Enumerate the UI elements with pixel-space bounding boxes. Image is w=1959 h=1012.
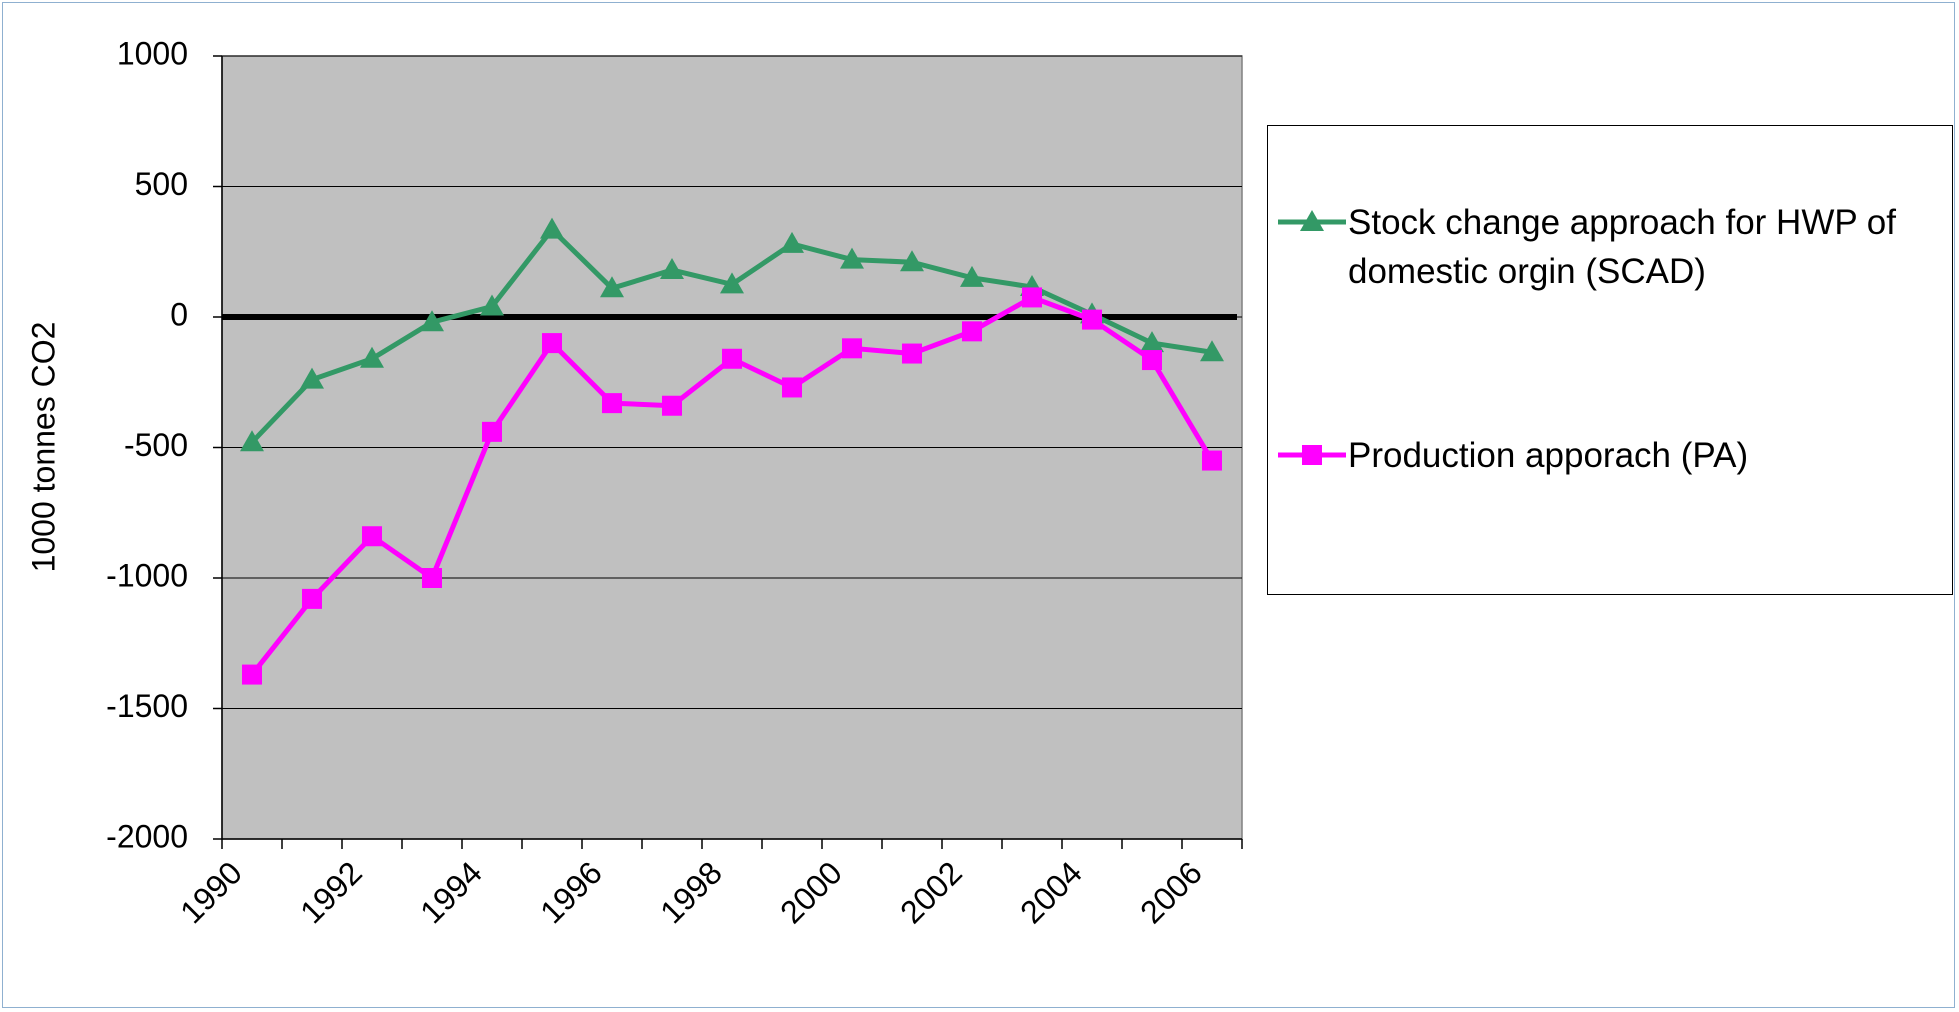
data-point bbox=[362, 526, 382, 547]
x-tick-label: 1998 bbox=[653, 854, 729, 930]
legend: Stock change approach for HWP of domesti… bbox=[1267, 125, 1953, 595]
legend-label: Stock change approach for HWP of domesti… bbox=[1348, 203, 1896, 291]
data-point bbox=[782, 377, 802, 398]
data-point bbox=[482, 421, 502, 442]
x-tick-label: 2000 bbox=[773, 854, 849, 930]
legend-entry: Stock change approach for HWP of domesti… bbox=[1276, 198, 1938, 296]
data-point bbox=[1142, 350, 1162, 371]
data-point bbox=[1202, 450, 1222, 471]
data-point bbox=[542, 333, 562, 354]
legend-entry: Production apporach (PA) bbox=[1276, 431, 1938, 480]
x-tick-label: 1990 bbox=[173, 854, 249, 930]
data-point bbox=[422, 568, 442, 588]
x-tick-label: 1994 bbox=[413, 854, 489, 930]
data-point bbox=[600, 276, 624, 298]
data-point bbox=[662, 395, 682, 416]
x-tick-label: 1996 bbox=[533, 854, 609, 930]
legend-icon bbox=[1278, 210, 1346, 231]
y-tick-label: 1000 bbox=[117, 35, 188, 71]
data-point bbox=[480, 294, 504, 316]
data-point bbox=[900, 250, 924, 272]
data-point bbox=[300, 367, 324, 389]
x-tick-label: 2006 bbox=[1133, 854, 1209, 930]
data-point bbox=[1022, 287, 1042, 308]
y-tick-label: -1500 bbox=[106, 688, 188, 724]
y-tick-label: 500 bbox=[135, 166, 188, 202]
data-point bbox=[960, 265, 984, 287]
data-point bbox=[1082, 309, 1102, 330]
data-point bbox=[962, 321, 982, 342]
data-point bbox=[842, 338, 862, 359]
y-tick-label: 0 bbox=[170, 296, 188, 332]
y-tick-label: -1000 bbox=[106, 557, 188, 593]
legend-label: Production apporach (PA) bbox=[1348, 436, 1749, 475]
data-point bbox=[902, 343, 922, 364]
data-point bbox=[660, 258, 684, 280]
y-tick-label: -2000 bbox=[106, 818, 188, 854]
data-point bbox=[302, 588, 322, 609]
data-point bbox=[540, 217, 564, 239]
y-tick-label: -500 bbox=[124, 427, 188, 463]
data-point bbox=[602, 393, 622, 414]
data-point bbox=[780, 231, 804, 253]
x-tick-label: 1992 bbox=[293, 854, 369, 930]
data-point bbox=[420, 310, 444, 332]
data-point bbox=[720, 272, 744, 294]
x-tick-label: 2004 bbox=[1013, 854, 1089, 930]
x-tick-label: 2002 bbox=[893, 854, 969, 930]
legend-icon bbox=[1278, 445, 1346, 465]
y-axis-label: 1000 tonnes CO2 bbox=[25, 322, 61, 573]
data-point bbox=[360, 346, 384, 368]
data-point bbox=[240, 430, 264, 452]
data-point bbox=[1140, 331, 1164, 353]
legend-marker bbox=[1300, 210, 1324, 231]
data-point bbox=[840, 247, 864, 269]
legend-marker bbox=[1302, 445, 1322, 465]
data-point bbox=[722, 348, 742, 369]
data-point bbox=[242, 664, 262, 685]
data-point bbox=[1200, 340, 1224, 362]
